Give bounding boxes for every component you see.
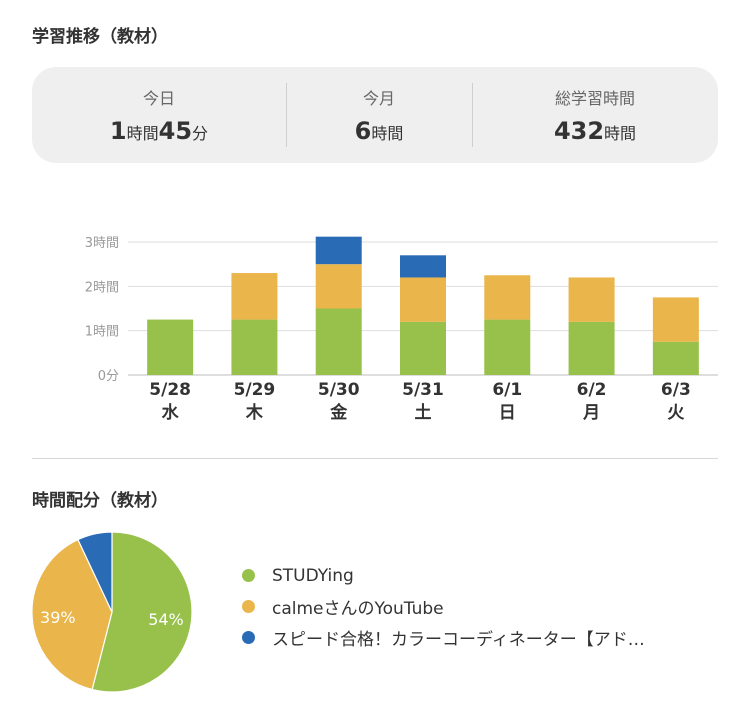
y-tick-label: 3時間	[85, 236, 119, 251]
legend-item: calmeさんのYouTube	[242, 591, 645, 622]
x-tick-weekday: 月	[582, 403, 600, 423]
x-tick-date: 5/29	[234, 380, 276, 400]
x-tick-weekday: 土	[415, 402, 432, 423]
legend-swatch	[242, 631, 255, 644]
stat-month-label: 今月	[362, 89, 395, 108]
legend-label: スピード合格！カラーコーディネーター【アド…	[272, 630, 645, 650]
y-tick-label: 2時間	[85, 280, 119, 295]
weekly-study-bar-chart: 0分 1時間 2時間 3時間 5/28水 5/29木 5/30金 5/31土 6/1 日 6/2 月 6…	[85, 236, 718, 423]
stat-total: 総学習時間 432時間	[472, 67, 718, 163]
bar-segment	[568, 277, 615, 322]
stat-month: 今月 6時間	[286, 67, 472, 163]
legend-item: STUDYing	[242, 560, 645, 591]
bar-segment	[315, 236, 362, 265]
bar-segment	[484, 275, 531, 320]
bar-segment	[400, 255, 446, 278]
pie-slice-label: 54%	[148, 610, 184, 629]
pie-legend: STUDYing calmeさんのYouTube スピード合格！カラーコーディネータ…	[242, 560, 645, 653]
section-divider	[32, 458, 718, 459]
pie-slice	[91, 531, 193, 693]
x-tick-weekday: 火	[667, 403, 685, 423]
legend-swatch	[242, 569, 255, 582]
page-title: 学習推移（教材）	[32, 27, 168, 47]
x-tick-date: 5/30	[318, 380, 360, 400]
x-tick-weekday: 水	[162, 402, 180, 423]
study-summary-card: 今日 1時間45分 今月 6時間 総学習時間 432時間	[32, 67, 718, 163]
pie-slice	[31, 538, 113, 691]
stat-today: 今日 1時間45分	[32, 67, 286, 163]
legend-item: スピード合格！カラーコーディネーター【アド…	[242, 622, 645, 653]
allocation-title: 時間配分（教材）	[32, 491, 168, 511]
x-tick-date: 6/2	[577, 380, 607, 400]
legend-label: STUDYing	[272, 565, 354, 586]
stat-today-value: 1時間45分	[109, 117, 209, 145]
bar-segment	[315, 264, 362, 309]
bar-segment	[231, 273, 278, 320]
stat-month-value: 6時間	[354, 117, 404, 145]
pie-slice-label: 39%	[40, 608, 76, 627]
stat-today-label: 今日	[142, 89, 175, 108]
x-tick-weekday: 日	[499, 403, 516, 423]
bar-segment	[568, 321, 615, 375]
x-tick-date: 5/28	[149, 380, 191, 400]
y-tick-label: 1時間	[85, 325, 119, 340]
bar-segment	[652, 297, 699, 342]
x-tick-date: 5/31	[402, 380, 444, 400]
x-tick-weekday: 金	[329, 402, 348, 423]
allocation-pie-chart: 54% 39%	[31, 531, 193, 693]
pie-slice	[77, 531, 113, 613]
legend-label: calmeさんのYouTube	[272, 599, 444, 619]
x-tick-weekday: 木	[245, 402, 264, 423]
bar-segment	[231, 319, 278, 375]
x-tick-date: 6/1	[492, 380, 522, 400]
bar-segment	[315, 308, 362, 375]
bar-segment	[147, 319, 194, 375]
x-tick-date: 6/3	[661, 380, 691, 400]
stat-total-label: 総学習時間	[554, 89, 635, 108]
bar-segment	[400, 277, 446, 322]
bar-segment	[652, 341, 699, 375]
legend-swatch	[242, 600, 255, 613]
y-tick-label: 0分	[98, 369, 119, 384]
bar-segment	[484, 319, 531, 375]
bar-segment	[400, 321, 446, 375]
stat-total-value: 432時間	[553, 117, 637, 145]
